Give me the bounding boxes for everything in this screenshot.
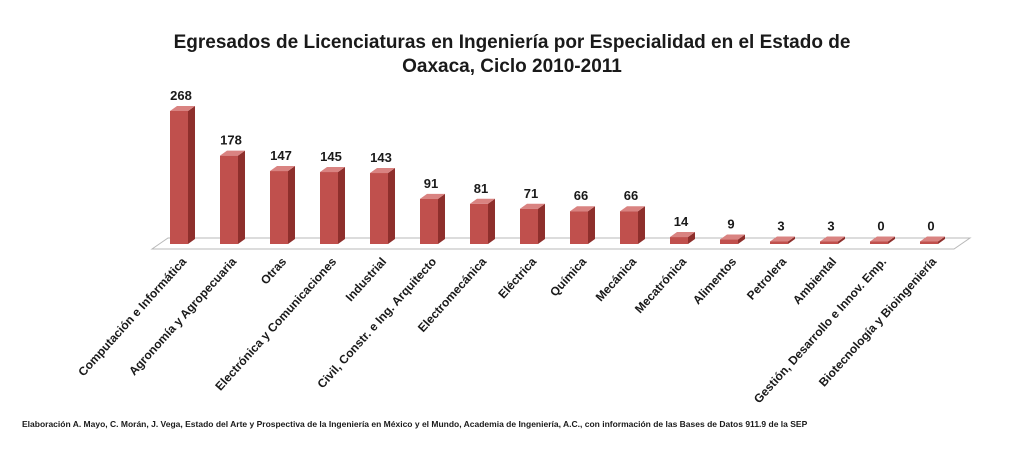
bar-front	[320, 172, 338, 244]
data-label: 14	[674, 214, 689, 229]
data-label: 66	[624, 188, 638, 203]
bar-front	[220, 155, 238, 244]
bar	[220, 150, 245, 244]
bar-top	[670, 232, 695, 238]
category-label: Agronomía y Agropecuaria	[126, 254, 239, 378]
bar-side	[588, 206, 595, 244]
bar-side	[388, 168, 395, 244]
data-label: 0	[877, 219, 884, 234]
category-label: Industrial	[343, 255, 390, 305]
chart-title-line-2: Oaxaca, Ciclo 2010-2011	[402, 56, 622, 77]
chart-title-line-1: Egresados de Licenciaturas en Ingeniería…	[174, 32, 851, 53]
data-label: 81	[474, 181, 488, 196]
bar-side	[638, 206, 645, 244]
bar-side	[488, 198, 495, 244]
data-label: 268	[170, 88, 192, 103]
bar-side	[538, 203, 545, 244]
bar	[320, 167, 345, 244]
data-label: 91	[424, 176, 438, 191]
bar-side	[688, 232, 695, 244]
bar-top	[170, 106, 195, 111]
category-label: Petrolera	[744, 254, 789, 302]
bar	[920, 236, 945, 244]
data-label: 178	[220, 133, 242, 148]
bar-front	[920, 241, 938, 244]
bar-side	[438, 193, 445, 244]
bar-side	[838, 236, 845, 244]
bar-top	[370, 168, 395, 174]
bar-front	[520, 208, 538, 244]
bar-top	[520, 203, 545, 209]
bar	[870, 236, 895, 244]
bar	[820, 236, 845, 244]
bar-top	[920, 236, 945, 242]
bar-front	[770, 241, 788, 244]
data-label: 147	[270, 148, 292, 163]
bar	[420, 193, 445, 244]
category-label: Otras	[258, 254, 290, 287]
bar-top	[620, 206, 645, 212]
bar	[470, 198, 495, 244]
bar	[370, 168, 395, 244]
bar-top	[270, 166, 295, 172]
source-note: Elaboración A. Mayo, C. Morán, J. Vega, …	[22, 419, 808, 429]
bar-top	[720, 234, 745, 240]
category-label: Química	[547, 254, 589, 299]
bar-side	[788, 236, 795, 244]
bar	[620, 206, 645, 244]
category-label: Mecatrónica	[632, 254, 689, 316]
bar-top	[320, 167, 345, 173]
bar-side	[288, 166, 295, 244]
data-label: 0	[927, 219, 934, 234]
data-label: 143	[370, 150, 392, 165]
bar-front	[620, 211, 638, 244]
bar-side	[888, 236, 895, 244]
bar-front	[720, 239, 738, 244]
bar-front	[370, 173, 388, 244]
bar-top	[870, 236, 895, 242]
bar-top	[770, 236, 795, 242]
category-label: Eléctrica	[495, 254, 539, 301]
data-label: 71	[524, 186, 538, 201]
bar-front	[670, 237, 688, 244]
chart-floor	[150, 237, 972, 250]
bar	[520, 203, 545, 244]
bar-front	[420, 198, 438, 244]
bar-top	[220, 150, 245, 156]
bars	[170, 106, 945, 244]
category-label: Ambiental	[790, 255, 839, 307]
bar-side	[338, 167, 345, 244]
bar-front	[270, 171, 288, 244]
bar	[720, 234, 745, 244]
data-label: 9	[727, 217, 734, 232]
bar-front	[470, 203, 488, 244]
data-labels: 268 178 147 145 143 91 81 71 66 66 14 9 3 3 0 0	[170, 88, 934, 234]
bar-top	[420, 193, 445, 199]
bar-front	[870, 241, 888, 244]
bar-side	[238, 150, 245, 244]
bar	[570, 206, 595, 244]
category-label: Alimentos	[690, 254, 739, 307]
data-label: 145	[320, 149, 342, 164]
bar	[770, 236, 795, 244]
bar-front	[820, 241, 838, 244]
bar	[270, 166, 295, 244]
data-label: 3	[777, 219, 784, 234]
bar-top	[820, 236, 845, 242]
bar-front	[570, 211, 588, 244]
bar-top	[570, 206, 595, 212]
floor-plane	[150, 237, 972, 250]
bar-side	[188, 106, 195, 244]
bar-side	[938, 236, 945, 244]
category-label: Mecánica	[593, 254, 640, 304]
data-label: 66	[574, 188, 588, 203]
bar-front	[170, 111, 188, 244]
bar-side	[738, 234, 745, 244]
bar	[670, 232, 695, 244]
data-label: 3	[827, 219, 834, 234]
bar	[170, 106, 195, 244]
bar-top	[470, 198, 495, 204]
